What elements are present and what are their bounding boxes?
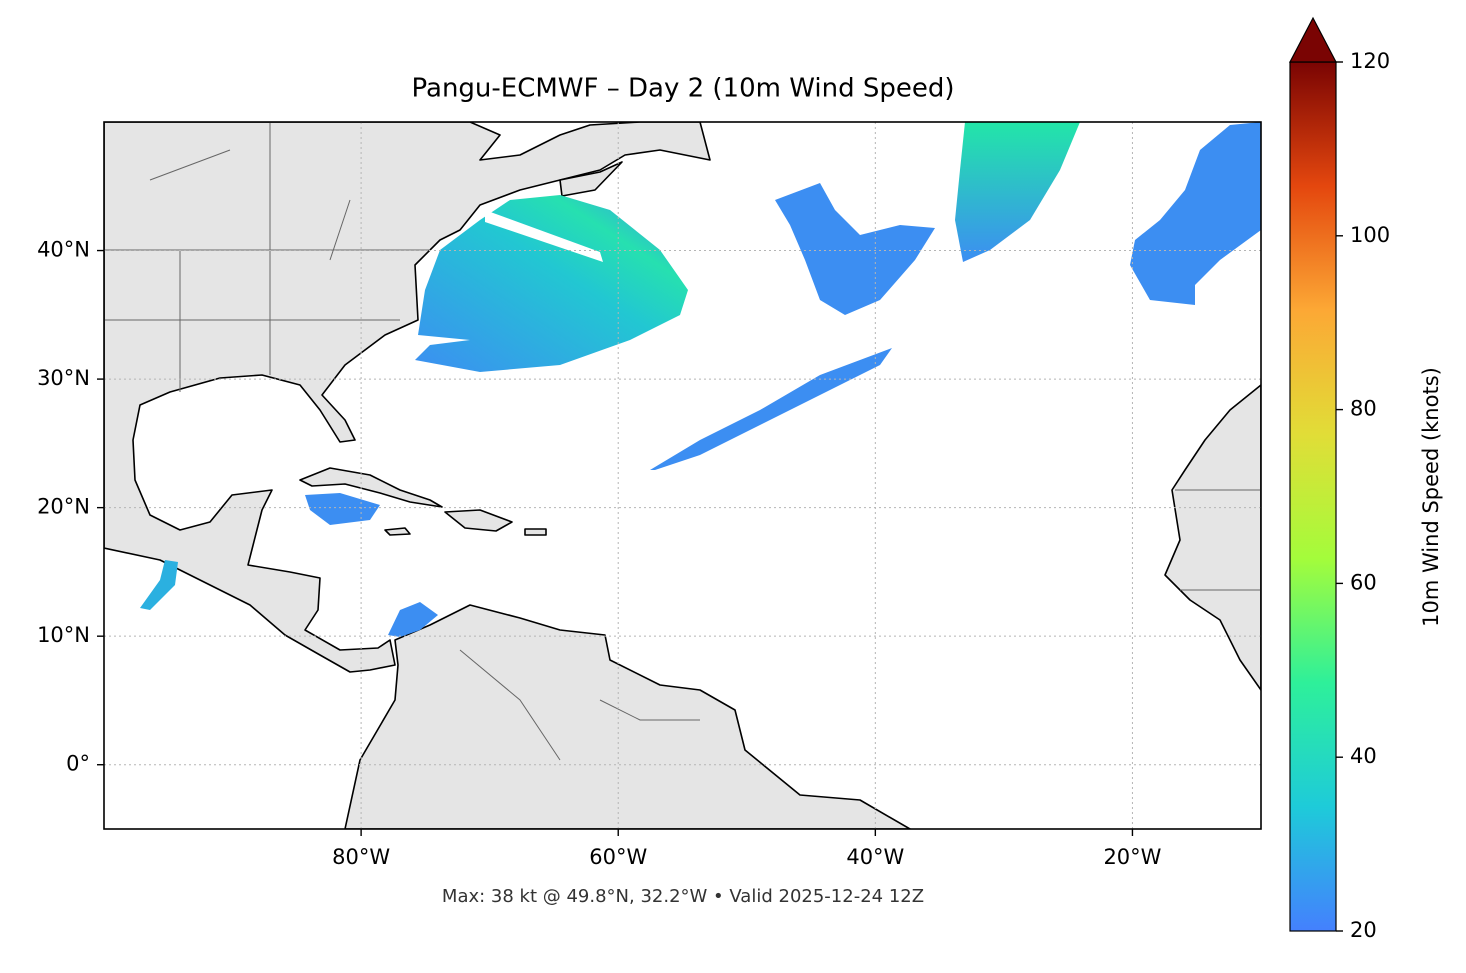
colorbar: [1289, 61, 1337, 932]
wind-area: [1130, 122, 1261, 305]
wind-area: [650, 348, 892, 470]
south-america: [344, 604, 911, 829]
borders: [104, 122, 1261, 761]
chart-title: Pangu-ECMWF – Day 2 (10m Wind Speed): [412, 74, 955, 104]
colorbar-tick-label: 80: [1350, 397, 1377, 421]
nova-scotia: [559, 161, 623, 197]
x-tick-label: 20°W: [1103, 845, 1161, 869]
colorbar-extend: [1289, 16, 1337, 63]
wind-area: [955, 122, 1080, 262]
north-america: [104, 122, 711, 673]
cuba: [299, 467, 443, 508]
colorbar-tick-label: 20: [1350, 918, 1377, 942]
y-tick-label: 20°N: [37, 495, 90, 519]
y-tick-label: 0°: [66, 752, 90, 776]
plot-frame: [103, 121, 1262, 830]
wind-area: [305, 493, 380, 525]
jamaica: [384, 527, 411, 536]
colorbar-tick-label: 100: [1350, 223, 1390, 247]
footnote: Max: 38 kt @ 49.8°N, 32.2°W • Valid 2025…: [442, 886, 924, 907]
colorbar-tick-label: 120: [1350, 49, 1390, 73]
x-tick-label: 80°W: [332, 845, 390, 869]
wind-area: [775, 183, 935, 315]
map: [104, 122, 1261, 829]
wind-gap: [485, 210, 603, 262]
x-tick-label: 60°W: [589, 845, 647, 869]
africa: [1164, 384, 1261, 691]
wind-area: [388, 602, 438, 637]
hispaniola: [444, 509, 513, 532]
colorbar-tick-label: 40: [1350, 744, 1377, 768]
colorbar-tick-label: 60: [1350, 570, 1377, 594]
y-tick-label: 40°N: [37, 238, 90, 262]
wind-area: [140, 560, 178, 610]
y-tick-label: 30°N: [37, 366, 90, 390]
colorbar-label: 10m Wind Speed (knots): [1419, 367, 1443, 627]
x-tick-label: 40°W: [846, 845, 904, 869]
wind-area: [415, 195, 688, 372]
y-tick-label: 10°N: [37, 623, 90, 647]
puerto-rico: [524, 528, 547, 536]
